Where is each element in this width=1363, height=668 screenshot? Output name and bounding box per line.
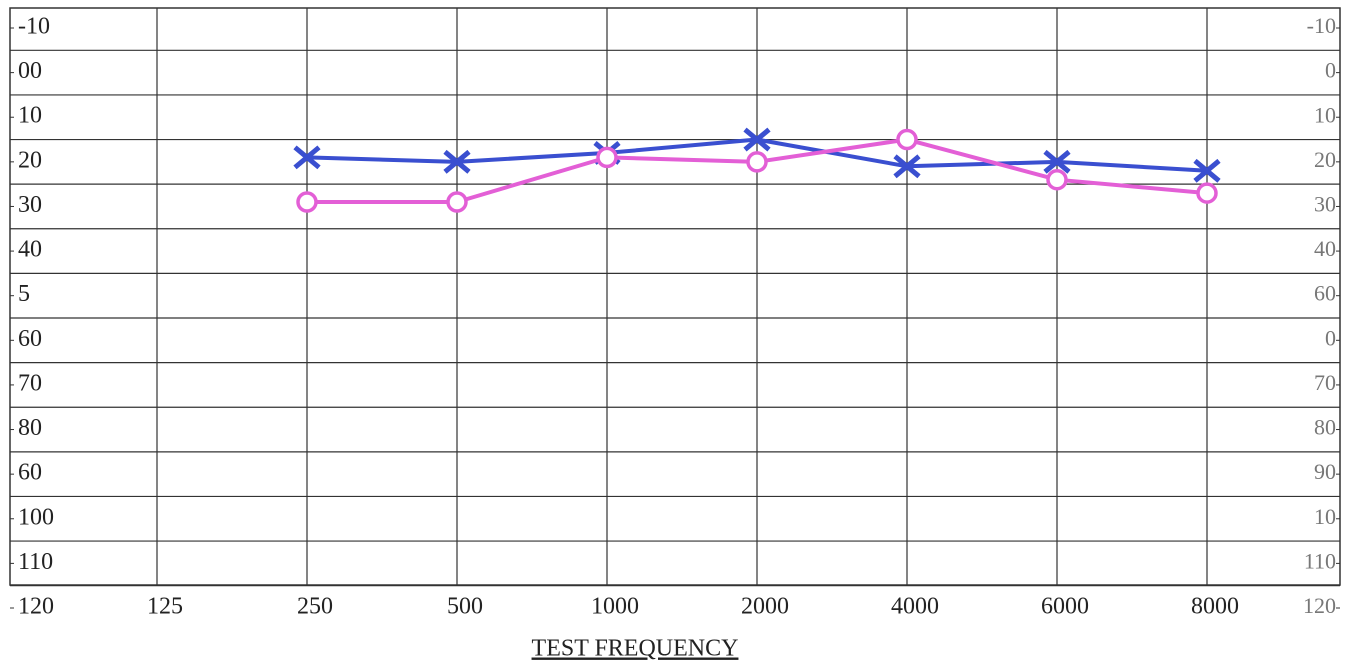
x-tick-label: 6000 bbox=[1041, 594, 1089, 620]
y2-tick-label: 10 bbox=[1314, 102, 1336, 127]
y2-tick-label: 70 bbox=[1314, 370, 1336, 395]
y-tick-label: 80 bbox=[18, 415, 42, 441]
y2-tick-label: 110 bbox=[1304, 548, 1336, 573]
y-tick-label: 10 bbox=[18, 103, 42, 129]
x-marker bbox=[743, 127, 771, 152]
x-tick-label: 1000 bbox=[591, 594, 639, 620]
y2-tick-label: 0 bbox=[1325, 58, 1336, 83]
y-tick-label: 20 bbox=[18, 147, 42, 173]
o-marker bbox=[1046, 168, 1068, 191]
y2-tick-label: 60 bbox=[1314, 281, 1336, 306]
y2-tick-label: 10 bbox=[1314, 504, 1336, 529]
y2-tick-label: -10 bbox=[1307, 13, 1336, 38]
y-tick-label: 60 bbox=[18, 460, 42, 486]
plot-border bbox=[9, 7, 1341, 586]
x-marker bbox=[893, 154, 921, 179]
x-tick-label: 2000 bbox=[741, 594, 789, 620]
x-tick-label: 4000 bbox=[891, 594, 939, 620]
y2-tick-label: 120 bbox=[1303, 593, 1336, 618]
x-marker bbox=[293, 145, 321, 170]
y-tick-label: 60 bbox=[18, 326, 42, 352]
o-marker bbox=[746, 151, 768, 173]
y-tick-label: 00 bbox=[18, 58, 42, 84]
x-tick-label: 250 bbox=[297, 594, 333, 620]
x-tick-label: 125 bbox=[147, 594, 183, 620]
y-tick-label: 30 bbox=[18, 192, 42, 218]
y-tick-label: 120 bbox=[18, 594, 54, 620]
o-marker bbox=[296, 191, 318, 213]
y2-tick-label: 40 bbox=[1314, 236, 1336, 261]
y-tick-label: 110 bbox=[18, 549, 53, 575]
o-marker bbox=[1196, 182, 1218, 204]
y-tick-label: -10 bbox=[18, 14, 50, 40]
o-marker bbox=[446, 191, 468, 213]
y2-tick-label: 80 bbox=[1314, 415, 1336, 440]
y2-tick-label: 30 bbox=[1314, 192, 1336, 217]
y-tick-label: 40 bbox=[18, 237, 42, 263]
y-tick-label: 5 bbox=[18, 281, 30, 307]
x-marker bbox=[443, 149, 471, 174]
o-marker bbox=[896, 128, 918, 151]
y2-tick-label: 90 bbox=[1314, 459, 1336, 484]
y2-tick-label: 0 bbox=[1325, 325, 1336, 350]
x-tick-label: 500 bbox=[447, 594, 483, 620]
x-axis-label: TEST FREQUENCY bbox=[532, 636, 739, 662]
x-marker bbox=[1043, 149, 1071, 174]
o-marker bbox=[596, 146, 618, 169]
x-tick-label: 8000 bbox=[1191, 594, 1239, 620]
y2-tick-label: 20 bbox=[1314, 147, 1336, 172]
y-tick-label: 100 bbox=[18, 504, 54, 530]
y-tick-label: 70 bbox=[18, 370, 42, 396]
x-marker bbox=[1193, 158, 1221, 183]
